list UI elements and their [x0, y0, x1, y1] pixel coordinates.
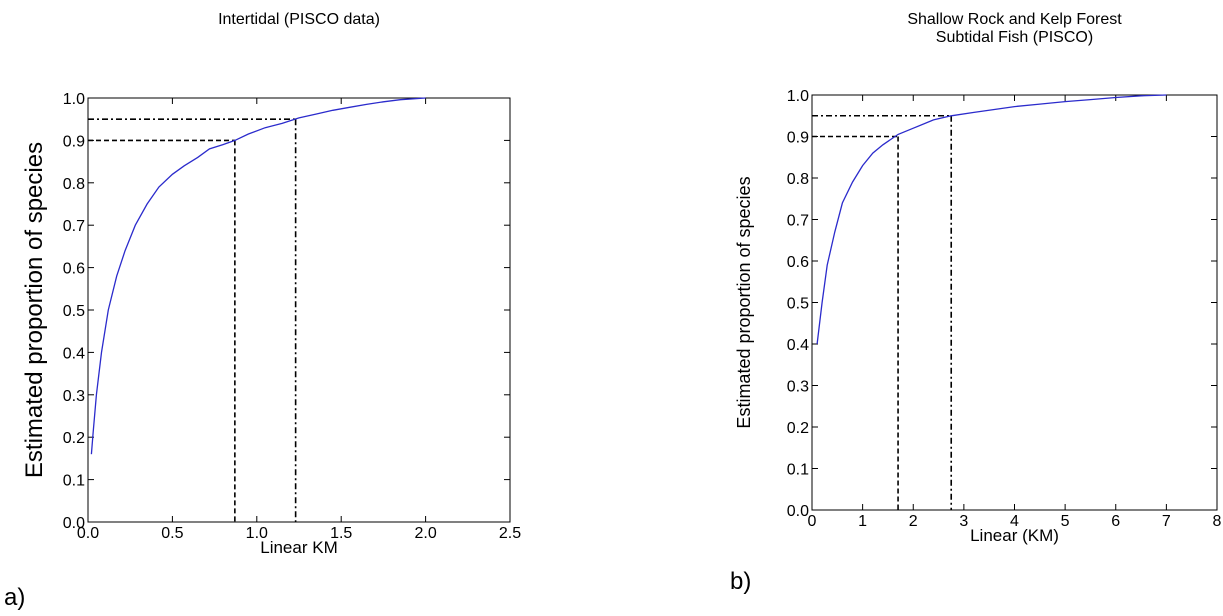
x-axis-label: Linear (KM) — [970, 526, 1059, 545]
y-tick-label: 0.1 — [63, 473, 85, 490]
plot-frame — [87, 97, 511, 523]
plot-frame — [811, 94, 1218, 511]
y-tick-label: 0.7 — [787, 213, 809, 230]
chart-title-line: Intertidal (PISCO data) — [218, 11, 380, 28]
chart-title-line: Shallow Rock and Kelp Forest — [907, 11, 1122, 28]
chart-panel-b: Shallow Rock and Kelp Forest Subtidal Fis… — [720, 0, 1223, 616]
y-tick-label: 0.6 — [787, 254, 809, 271]
y-tick-label: 0.3 — [63, 388, 85, 405]
chart-a-svg: Intertidal (PISCO data) 0.0 0.5 1.0 1.5 2.0 2.… — [21, 11, 521, 557]
x-tick-label: 2 — [909, 513, 918, 530]
panel-label-a: a) — [4, 584, 26, 611]
x-tick-label: 2.5 — [499, 525, 521, 542]
y-tick-label: 0.1 — [787, 462, 809, 479]
y-axis-label: Estimated proportion of species — [734, 176, 754, 428]
y-tick-label: 0.0 — [787, 503, 809, 520]
series-line — [90, 97, 426, 455]
x-tick-label: 8 — [1213, 513, 1222, 530]
x-axis-label: Linear KM — [260, 538, 337, 557]
x-tick-label: 5 — [1061, 513, 1070, 530]
y-axis-label: Estimated proportion of species — [21, 142, 48, 478]
y-tick-label: 0.7 — [63, 218, 85, 235]
chart-title-line: Subtidal Fish (PISCO) — [936, 29, 1093, 46]
y-tick-label: 0.0 — [63, 515, 85, 532]
y-tick-label: 0.2 — [63, 430, 85, 447]
y-tick-label: 0.6 — [63, 261, 85, 278]
x-tick-label: 2.0 — [414, 525, 436, 542]
y-tick-label: 0.9 — [787, 130, 809, 147]
x-tick-label: 0.5 — [161, 525, 183, 542]
x-tick-label: 0 — [808, 513, 817, 530]
y-tick-label: 0.8 — [787, 171, 809, 188]
x-tick-label: 1.5 — [330, 525, 352, 542]
y-tick-label: 1.0 — [787, 88, 809, 105]
x-tick-label: 1 — [858, 513, 867, 530]
y-tick-label: 0.8 — [63, 176, 85, 193]
y-tick-label: 1.0 — [63, 91, 85, 108]
y-tick-label: 0.4 — [63, 345, 85, 362]
y-tick-label: 0.5 — [63, 303, 85, 320]
y-tick-label: 0.9 — [63, 133, 85, 150]
y-tick-label: 0.2 — [787, 420, 809, 437]
x-tick-label: 1.0 — [246, 525, 268, 542]
panel-label-b: b) — [730, 568, 752, 595]
x-tick-label: 7 — [1162, 513, 1171, 530]
series-line — [816, 94, 1167, 345]
x-tick-label: 4 — [1010, 513, 1019, 530]
y-tick-label: 0.5 — [787, 296, 809, 313]
chart-panel-a: Intertidal (PISCO data) 0.0 0.5 1.0 1.5 2.0 2.… — [0, 0, 600, 616]
x-tick-label: 6 — [1111, 513, 1120, 530]
x-tick-label: 0.0 — [77, 525, 99, 542]
y-tick-label: 0.4 — [787, 337, 809, 354]
y-tick-label: 0.3 — [787, 379, 809, 396]
x-tick-label: 3 — [959, 513, 968, 530]
